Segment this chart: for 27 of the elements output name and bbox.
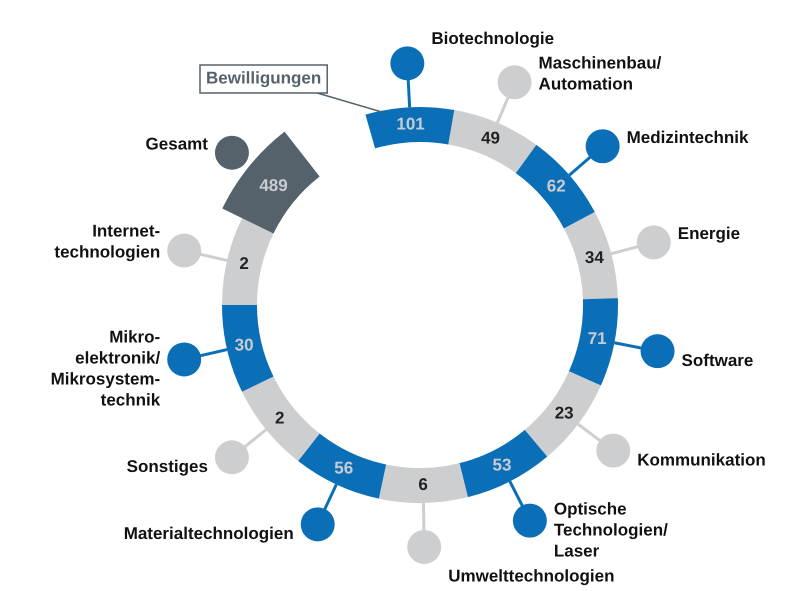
data-label: 23 (554, 403, 574, 422)
data-label: 56 (334, 458, 354, 478)
category-label: Medizintechnik (626, 128, 750, 147)
category-label: Mikro- elektronik/ Mikrosystem- technik (50, 328, 161, 410)
data-label: 2 (239, 254, 249, 274)
data-label: 71 (588, 329, 607, 348)
text: Bewilligungen (206, 68, 322, 88)
category-label: Internet- technologien (54, 222, 160, 262)
category-label: Biotechnologie (431, 29, 554, 48)
category-label: Maschinenbau/ Automation (538, 53, 662, 94)
category-label: Sonstiges (126, 456, 208, 476)
category-label: Optische Technologien/ Laser (554, 499, 668, 560)
category-label: Umwelttechnologien (448, 566, 614, 586)
data-label: 6 (418, 475, 428, 494)
category-label: Kommunikation (637, 450, 766, 470)
data-label: 62 (546, 176, 566, 196)
data-label: 49 (481, 128, 500, 148)
data-label: 489 (259, 176, 288, 196)
data-label: 2 (274, 408, 284, 428)
data-label: 34 (584, 248, 604, 267)
data-label: 53 (492, 456, 512, 475)
data-label: 101 (396, 114, 425, 134)
data-label: 30 (234, 335, 254, 354)
category-label: Energie (678, 224, 740, 244)
category-label: Gesamt (146, 134, 208, 154)
category-label: Software (682, 350, 754, 370)
category-label: Materialtechnologien (124, 524, 294, 544)
